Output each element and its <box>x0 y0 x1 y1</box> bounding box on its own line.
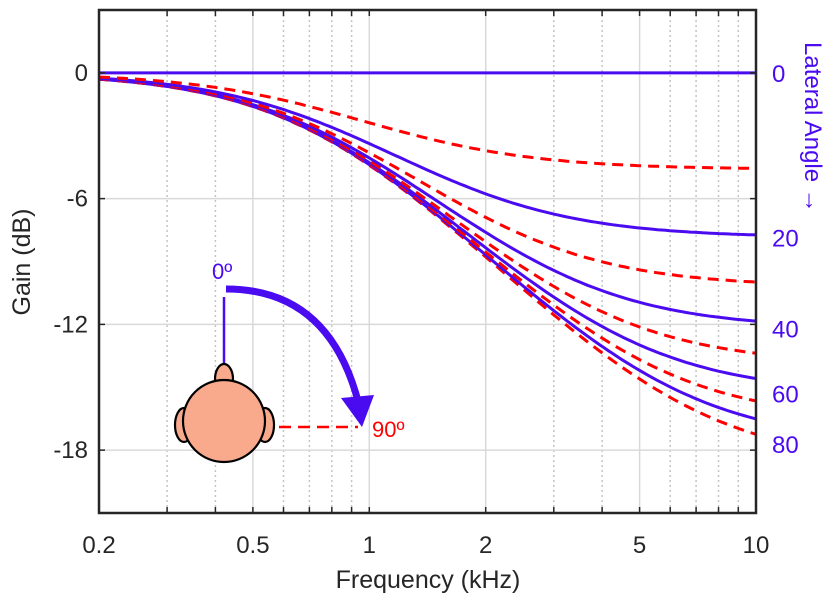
series-line-30-deg <box>98 77 757 284</box>
x-tick-label: 1 <box>363 532 376 559</box>
x-tick-label: 0.5 <box>236 532 269 559</box>
end-angle-label: 90º <box>372 417 405 442</box>
right-angle-tick-label: 60 <box>772 382 799 409</box>
x-tick-labels: 0.2 0.5 1 2 5 10 <box>82 532 769 559</box>
x-tick-label: 10 <box>743 532 770 559</box>
series-line-20-deg <box>98 76 757 237</box>
y-tick-label: -6 <box>67 186 88 213</box>
axes-frame <box>97 8 758 515</box>
right-angle-tick-labels: 0 20 40 60 80 <box>772 61 799 459</box>
head-icon <box>181 378 267 464</box>
right-angle-tick-label: 0 <box>772 61 785 88</box>
right-angle-tick-label: 20 <box>772 225 799 252</box>
right-angle-tick-label: 40 <box>772 317 799 344</box>
listener-diagram: 0º 90º <box>173 259 405 464</box>
right-angle-tick-label: 80 <box>772 432 799 459</box>
y-tick-label: -12 <box>53 311 88 338</box>
rotation-arrowhead <box>341 395 374 427</box>
y-tick-labels: 0 -6 -12 -18 <box>53 60 88 464</box>
series-line-10-deg <box>98 75 757 170</box>
plot-border <box>97 8 758 515</box>
gain-curves <box>98 71 757 436</box>
x-axis-label: Frequency (kHz) <box>336 566 521 594</box>
right-axis-label: Lateral Angle → <box>799 42 826 213</box>
y-axis-label: Gain (dB) <box>8 209 36 316</box>
y-tick-label: -18 <box>53 437 88 464</box>
start-angle-label: 0º <box>212 259 232 284</box>
x-tick-label: 0.2 <box>82 532 115 559</box>
rotation-arc-arrow <box>225 285 363 406</box>
x-tick-label: 2 <box>479 532 492 559</box>
x-tick-label: 5 <box>633 532 646 559</box>
y-tick-label: 0 <box>75 60 88 87</box>
